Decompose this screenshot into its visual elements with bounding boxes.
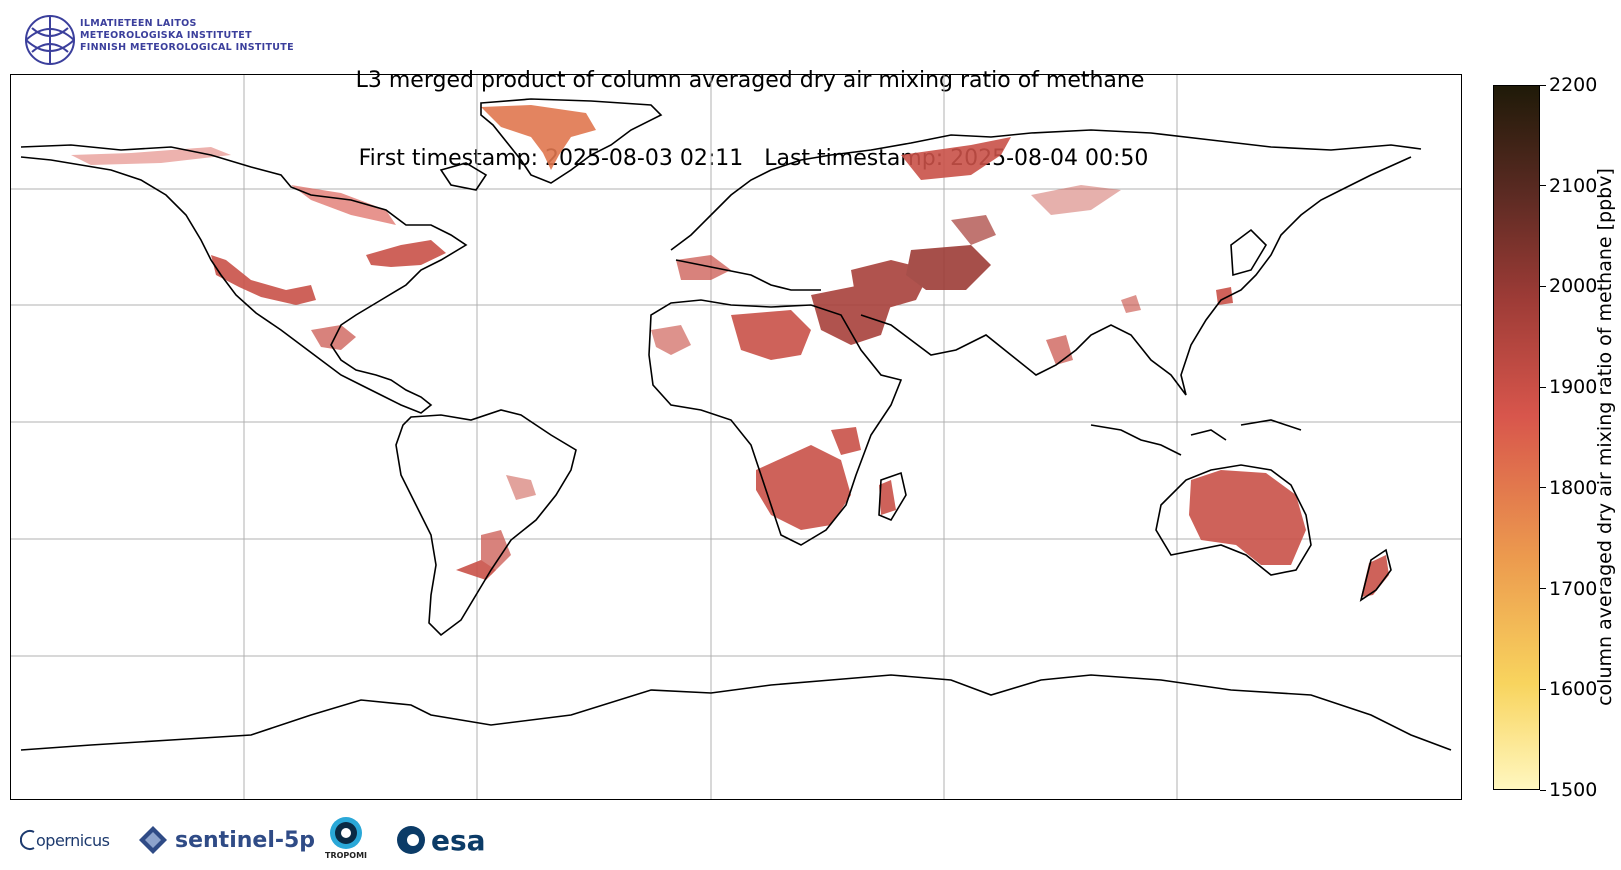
tropomi-text: TROPOMI bbox=[325, 851, 368, 860]
institute-line-en: FINNISH METEOROLOGICAL INSTITUTE bbox=[80, 42, 294, 53]
colorbar-tick bbox=[1540, 588, 1546, 590]
map-title: L3 merged product of column averaged dry… bbox=[250, 16, 1250, 198]
esa-icon bbox=[397, 826, 425, 854]
colorbar-tick-label: 1500 bbox=[1549, 779, 1598, 801]
colorbar-tick bbox=[1540, 789, 1546, 791]
fmi-logo-icon bbox=[25, 15, 75, 65]
tropomi-logo: TROPOMI bbox=[325, 815, 367, 865]
colorbar-tick bbox=[1540, 285, 1546, 287]
institute-name: ILMATIETEEN LAITOS METEOROLOGISKA INSTIT… bbox=[80, 18, 294, 54]
fmi-logo bbox=[20, 10, 300, 70]
coastlines bbox=[20, 98, 1452, 751]
methane-retrievals bbox=[71, 105, 1389, 597]
colorbar-tick-label: 1800 bbox=[1549, 476, 1598, 499]
colorbar-tick-label: 1900 bbox=[1549, 376, 1598, 399]
institute-line-sv: METEOROLOGISKA INSTITUTET bbox=[80, 30, 252, 41]
colorbar-tick bbox=[1540, 386, 1546, 388]
title-line-1: L3 merged product of column averaged dry… bbox=[355, 68, 1145, 93]
colorbar-tick bbox=[1540, 185, 1546, 187]
colorbar-tick-label: 1700 bbox=[1549, 577, 1598, 600]
colorbar-tick-label: 1600 bbox=[1549, 678, 1598, 701]
sentinel-text: sentinel-5p bbox=[175, 827, 316, 853]
colorbar-tick-label: 2100 bbox=[1549, 174, 1598, 197]
map-canvas bbox=[11, 75, 1461, 799]
sentinel-satellite-icon bbox=[139, 826, 167, 854]
institute-line-fi: ILMATIETEEN LAITOS bbox=[80, 18, 197, 29]
colorbar-tick-label: 2000 bbox=[1549, 275, 1598, 298]
colorbar-tick-label: 2200 bbox=[1549, 74, 1598, 96]
copernicus-icon bbox=[20, 830, 35, 850]
esa-text: esa bbox=[431, 823, 486, 857]
colorbar-tick bbox=[1540, 84, 1546, 86]
esa-logo: esa bbox=[395, 815, 486, 865]
title-line-2: First timestamp: 2025-08-03 02:11 Last t… bbox=[351, 146, 1149, 171]
colorbar bbox=[1493, 85, 1540, 790]
world-map bbox=[10, 74, 1462, 800]
sentinel-logo: sentinel-5p bbox=[135, 815, 315, 865]
colorbar-tick bbox=[1540, 487, 1546, 489]
colorbar-label: column averaged dry air mixing ratio of … bbox=[1594, 168, 1616, 706]
copernicus-logo: opernicus bbox=[20, 815, 110, 865]
copernicus-text: opernicus bbox=[36, 830, 110, 850]
tropomi-icon bbox=[330, 817, 363, 849]
colorbar-tick bbox=[1540, 688, 1546, 690]
